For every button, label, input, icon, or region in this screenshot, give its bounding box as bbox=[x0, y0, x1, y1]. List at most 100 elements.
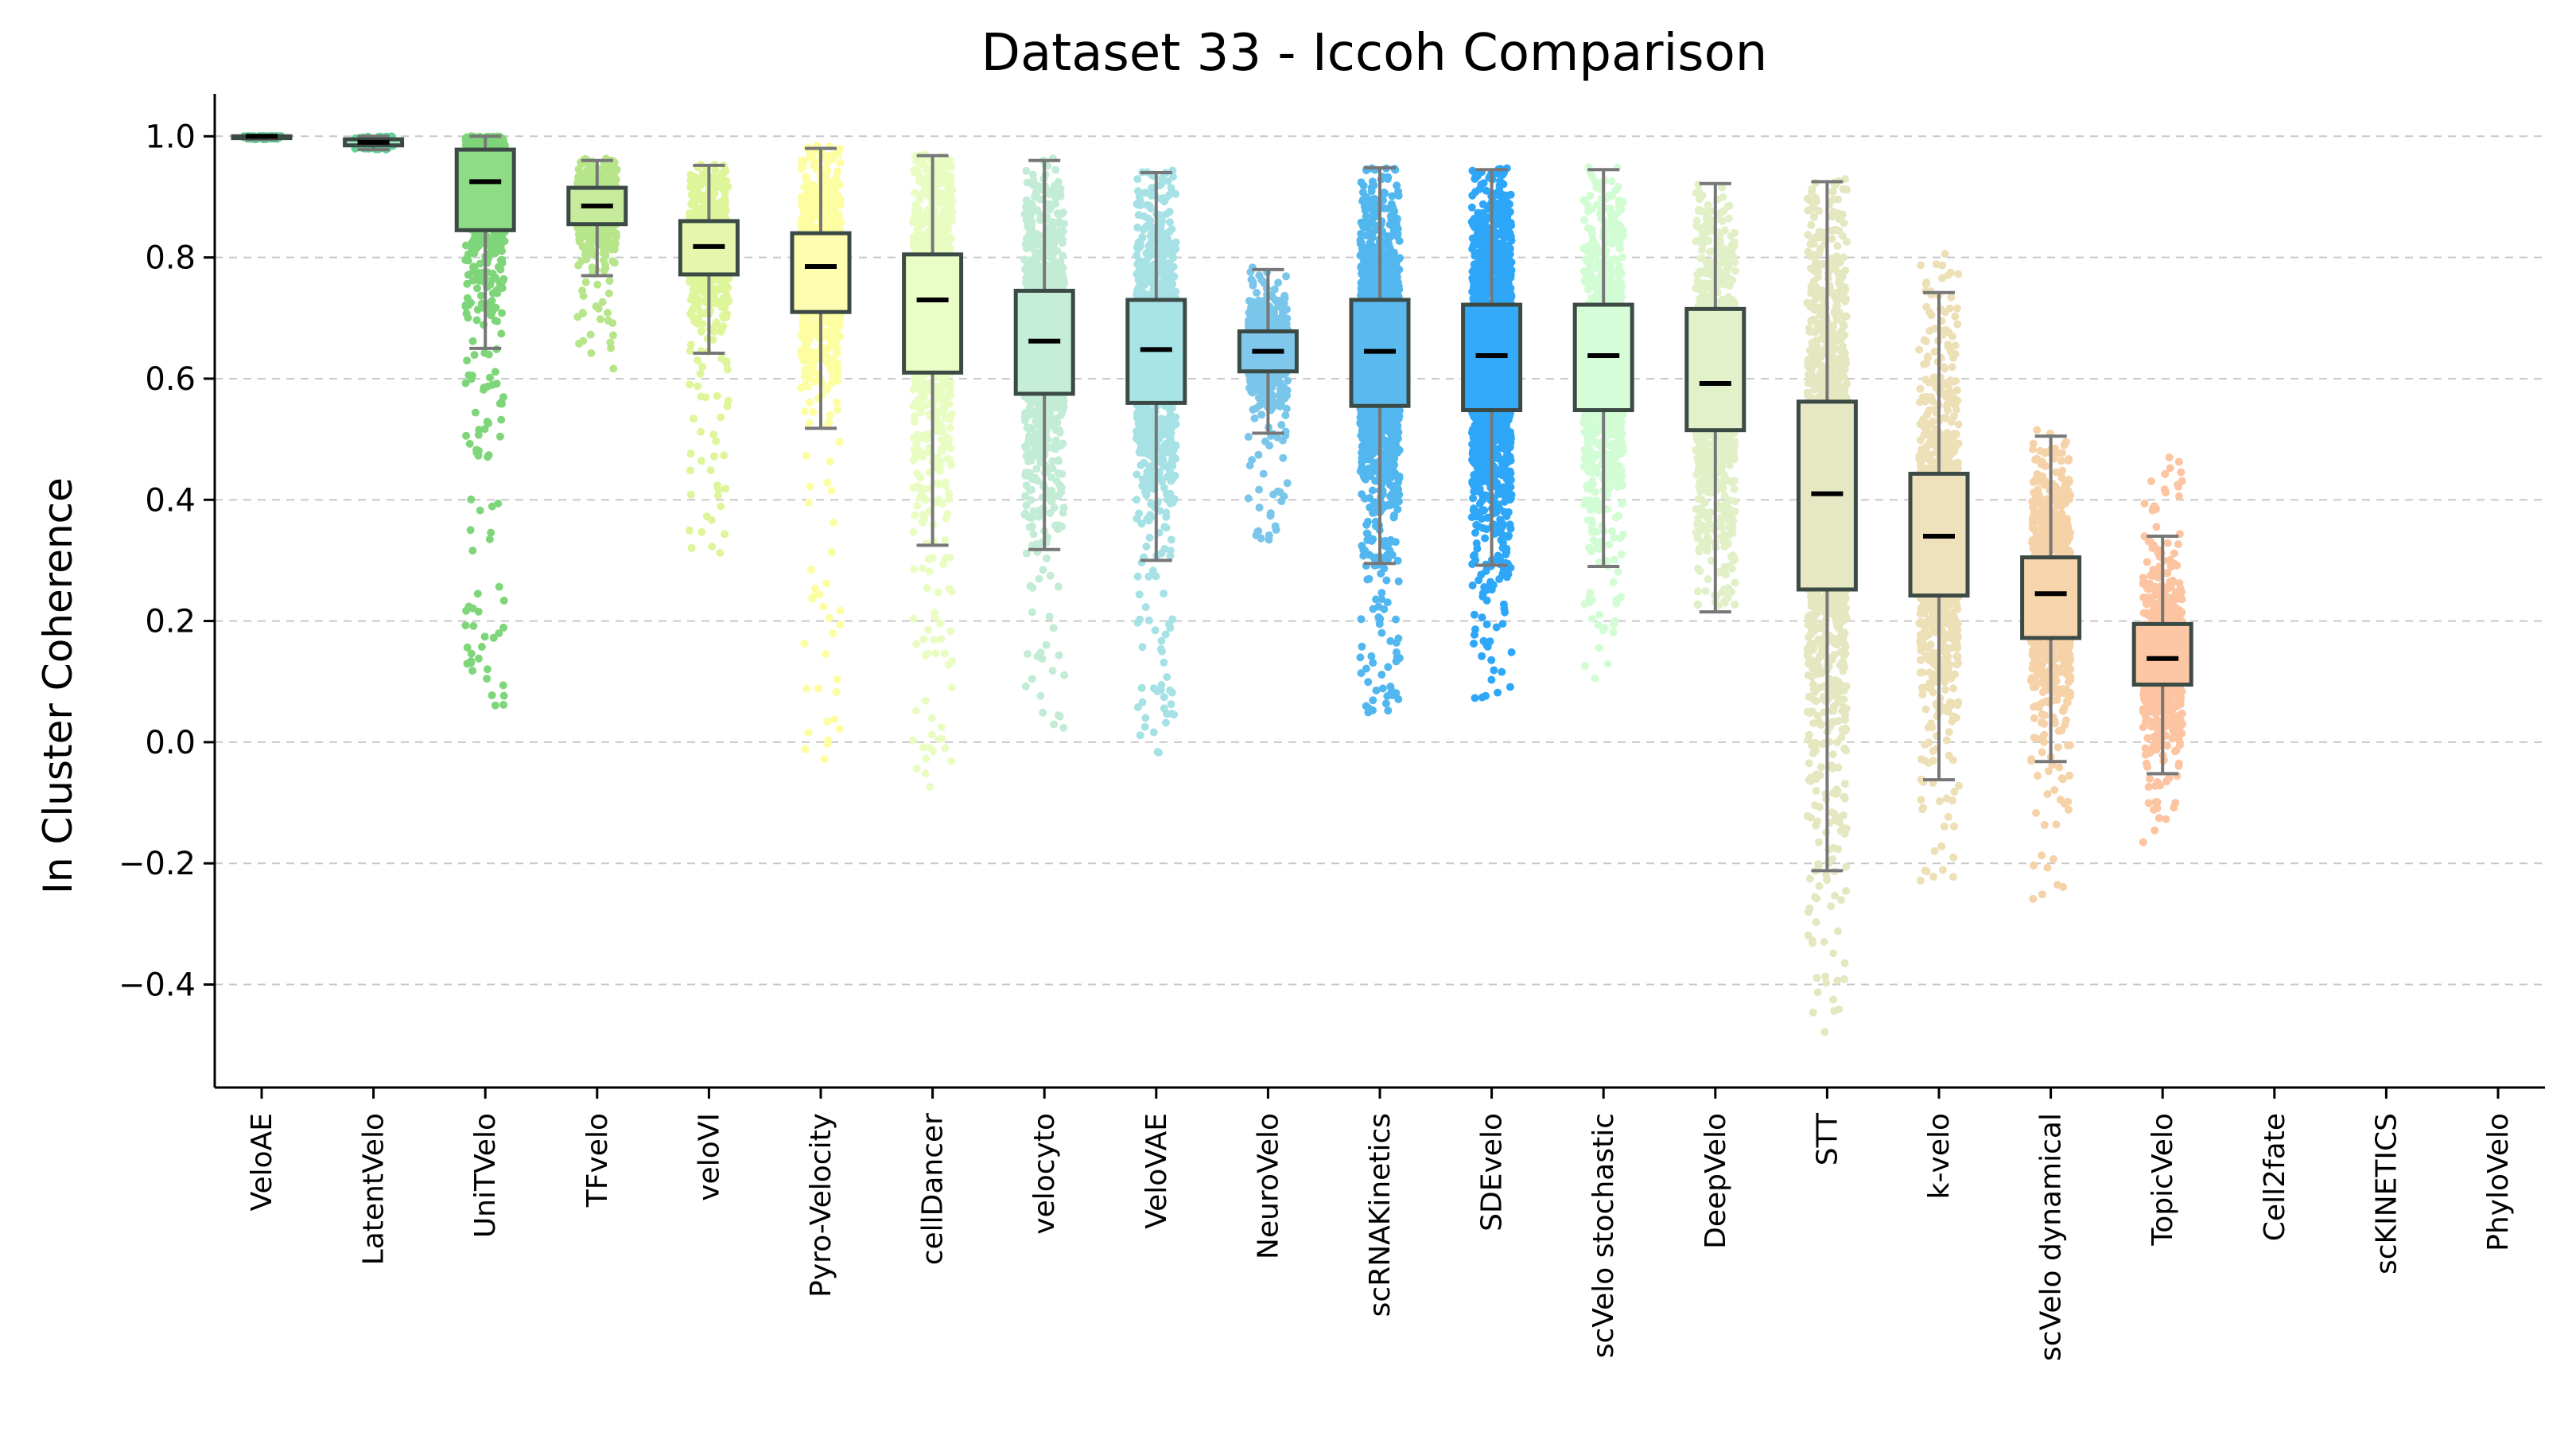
data-point bbox=[706, 466, 715, 475]
data-point bbox=[463, 643, 472, 652]
data-point bbox=[912, 640, 921, 648]
data-point bbox=[915, 483, 924, 492]
data-point bbox=[805, 398, 814, 407]
data-point bbox=[468, 667, 477, 675]
data-point bbox=[1032, 396, 1039, 405]
data-point bbox=[942, 173, 951, 181]
data-point bbox=[1021, 240, 1030, 248]
data-point bbox=[476, 291, 485, 300]
data-point bbox=[836, 158, 845, 167]
data-point bbox=[464, 371, 473, 379]
data-point bbox=[1028, 608, 1036, 617]
data-point bbox=[605, 277, 614, 286]
data-point bbox=[485, 373, 494, 382]
data-point bbox=[1048, 457, 1057, 465]
data-point bbox=[483, 418, 491, 426]
data-point bbox=[490, 137, 499, 146]
data-point bbox=[499, 691, 508, 700]
data-point bbox=[610, 259, 619, 267]
data-point bbox=[1059, 208, 1067, 217]
data-point bbox=[836, 621, 845, 629]
data-point bbox=[1055, 491, 1063, 500]
data-point bbox=[805, 372, 814, 381]
data-point bbox=[937, 635, 946, 644]
data-point bbox=[699, 286, 708, 294]
data-point bbox=[576, 178, 585, 187]
data-point bbox=[480, 348, 489, 357]
data-point bbox=[585, 239, 593, 248]
data-point bbox=[946, 244, 954, 252]
data-point bbox=[587, 348, 596, 357]
data-point bbox=[924, 625, 933, 634]
data-point bbox=[1022, 452, 1031, 461]
data-point bbox=[1024, 424, 1033, 433]
data-point bbox=[913, 501, 922, 510]
data-point bbox=[468, 337, 477, 345]
data-point bbox=[1047, 242, 1055, 251]
data-point bbox=[1056, 190, 1065, 199]
data-point bbox=[1133, 470, 1141, 479]
data-point bbox=[1024, 650, 1032, 658]
data-point bbox=[922, 754, 931, 763]
data-point bbox=[1051, 426, 1060, 434]
data-point bbox=[1169, 263, 1178, 271]
data-point bbox=[1055, 651, 1063, 660]
data-point bbox=[477, 643, 486, 651]
data-point bbox=[1029, 177, 1038, 185]
data-point bbox=[830, 325, 839, 334]
data-point bbox=[485, 535, 494, 543]
data-point bbox=[686, 490, 695, 499]
data-point bbox=[711, 165, 720, 174]
data-point bbox=[819, 602, 827, 611]
data-point bbox=[484, 453, 492, 461]
data-point bbox=[711, 207, 720, 216]
data-point bbox=[686, 340, 695, 349]
data-point bbox=[909, 528, 918, 536]
data-point bbox=[1160, 590, 1168, 598]
data-point bbox=[723, 402, 732, 411]
data-point bbox=[1051, 436, 1060, 445]
data-point bbox=[822, 650, 830, 659]
data-point bbox=[461, 241, 470, 250]
data-point bbox=[797, 219, 806, 228]
data-point bbox=[800, 357, 808, 366]
data-point bbox=[804, 728, 813, 737]
data-point bbox=[1133, 572, 1142, 581]
data-point bbox=[1048, 415, 1057, 424]
data-point bbox=[919, 635, 928, 644]
data-point bbox=[835, 725, 844, 734]
data-point bbox=[802, 320, 810, 328]
data-point bbox=[470, 351, 479, 360]
data-point bbox=[1168, 615, 1177, 624]
data-point bbox=[686, 466, 695, 475]
data-point bbox=[1166, 218, 1174, 227]
data-point bbox=[810, 377, 819, 386]
data-point bbox=[833, 359, 842, 368]
data-point bbox=[712, 173, 721, 182]
data-point bbox=[941, 535, 950, 544]
data-point bbox=[491, 701, 499, 710]
data-point bbox=[798, 193, 806, 201]
data-point bbox=[685, 209, 694, 218]
data-point bbox=[806, 348, 814, 356]
data-point bbox=[1050, 720, 1059, 729]
data-point bbox=[717, 324, 726, 333]
data-point bbox=[808, 594, 817, 603]
data-point bbox=[1058, 522, 1067, 531]
data-point bbox=[499, 681, 507, 690]
data-point bbox=[915, 377, 923, 386]
data-point bbox=[721, 484, 730, 493]
data-point bbox=[473, 590, 482, 598]
data-point bbox=[836, 217, 845, 226]
data-point bbox=[1046, 571, 1055, 580]
data-point bbox=[697, 277, 705, 286]
data-point bbox=[822, 200, 830, 209]
data-point bbox=[1054, 711, 1063, 720]
data-point bbox=[822, 164, 830, 173]
data-point bbox=[602, 232, 610, 240]
data-point bbox=[832, 224, 841, 232]
data-point bbox=[835, 195, 844, 204]
data-point bbox=[826, 457, 834, 465]
data-point bbox=[810, 161, 818, 169]
data-point bbox=[601, 264, 610, 273]
